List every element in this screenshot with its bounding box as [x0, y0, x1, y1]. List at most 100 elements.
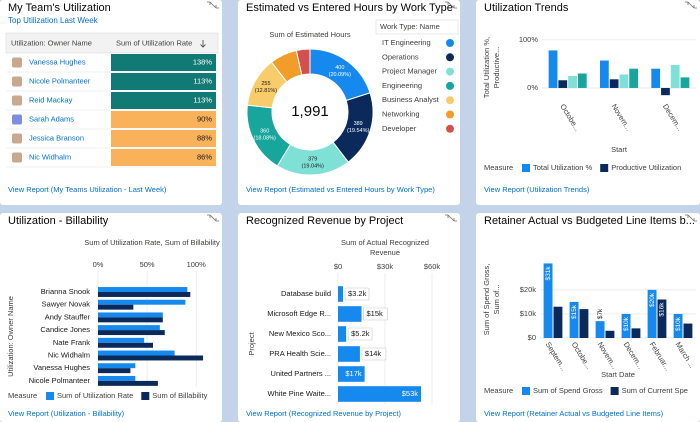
- value-label-box: [347, 327, 373, 341]
- bar: [98, 380, 158, 386]
- value-label: $14k: [365, 349, 382, 358]
- x-axis-title: Sum of Actual Recognized Revenue: [341, 238, 429, 257]
- legend-dot: [446, 124, 454, 133]
- avatar: [12, 152, 22, 163]
- column-header: Sum of Utilization Rate: [116, 38, 192, 47]
- panel: My Team's Utilization Top Utilization Las…: [0, 0, 222, 205]
- bar: [605, 330, 615, 338]
- slice-percent: (19.04%): [302, 163, 324, 169]
- bar: [619, 74, 629, 88]
- legend-dot: [446, 96, 454, 105]
- panel-title: Retainer Actual vs Budgeted Line Items b…: [484, 215, 695, 227]
- legend-label: Total Utilization %: [533, 163, 593, 172]
- view-report-link[interactable]: View Report (Estimated vs Entered Hours …: [246, 185, 435, 194]
- bar: [98, 355, 204, 361]
- utilization-label: 90%: [197, 114, 212, 123]
- value-label: $15k: [571, 304, 578, 319]
- x-tick-label: 0%: [93, 260, 104, 269]
- y-axis-title-box: Sum of Spend Gross, Sum of...: [482, 264, 501, 336]
- legend-label: Productive Utilization: [611, 163, 681, 172]
- bar: [670, 64, 680, 88]
- table-header: [5, 32, 219, 54]
- y-tick-label: Sawyer Novak: [42, 300, 91, 309]
- value-label: $3.2k: [348, 289, 367, 298]
- legend-dot: [446, 39, 454, 47]
- legend-dot: [446, 67, 454, 76]
- view-report-link[interactable]: View Report (Utilization - Billability): [8, 409, 125, 418]
- expand-icon[interactable]: [685, 1, 697, 9]
- utilization-cell: [111, 111, 216, 128]
- bar: [338, 306, 362, 322]
- panel: Utilization - Billability Sum of Utilizat…: [0, 213, 222, 422]
- bar: [558, 80, 568, 88]
- sort-arrow: [200, 40, 206, 48]
- value-label: $20k: [649, 292, 656, 307]
- y-tick-label: $0: [528, 333, 536, 342]
- expand-icon[interactable]: [207, 1, 219, 9]
- avatar: [12, 114, 22, 125]
- utilization-cell: [111, 54, 216, 71]
- bar: [647, 289, 657, 338]
- bar: [98, 368, 131, 374]
- value-label: $10k: [623, 316, 630, 331]
- utilization-cell: [111, 149, 216, 166]
- view-report-link[interactable]: View Report (Recognized Revenue by Proje…: [246, 409, 401, 418]
- view-report-link[interactable]: View Report (My Teams Utilization - Last…: [8, 185, 167, 194]
- expand-icon[interactable]: [445, 1, 457, 9]
- legend-label: IT Engineering: [382, 38, 431, 47]
- slice-percent: (18.08%): [254, 135, 276, 141]
- avatar: [12, 76, 22, 87]
- legend-title: Measure: [8, 391, 37, 400]
- bar: [98, 375, 136, 381]
- bar: [629, 68, 639, 88]
- expand-icon[interactable]: [685, 214, 697, 222]
- y-tick-label: Nic Widhalm: [48, 350, 90, 359]
- value-label: $15k: [367, 309, 384, 318]
- y-axis-title-box: Total Utilization %, Productive...: [482, 36, 501, 99]
- bar: [543, 263, 553, 338]
- owner-name: Sarah Adams: [29, 114, 74, 123]
- legend-label: Sum of Billability: [152, 391, 207, 400]
- y-tick-label: $20k: [520, 285, 537, 294]
- y-tick-label: Vanessa Hughes: [33, 363, 90, 372]
- legend-title: Measure: [484, 386, 513, 395]
- expand-icon[interactable]: [445, 214, 457, 222]
- subtitle: Sum of Estimated Hours: [269, 30, 351, 39]
- slice-value: 389: [354, 121, 363, 127]
- y-tick-label: Candice Jones: [40, 325, 90, 334]
- bar: [98, 312, 163, 318]
- bar: [568, 75, 577, 88]
- view-report-link[interactable]: View Report (Retainer Actual vs Budgeted…: [484, 409, 664, 418]
- legend-label: Sum of Utilization Rate: [57, 391, 133, 400]
- avatar: [12, 95, 22, 106]
- legend-swatch: [610, 387, 619, 395]
- bar: [631, 328, 641, 338]
- x-axis-title-box: Sum of Actual Recognized Revenue: [341, 238, 429, 257]
- y-tick-label: $10k: [520, 309, 537, 318]
- bar: [98, 337, 145, 343]
- bar: [98, 330, 165, 336]
- view-report-link[interactable]: View Report (Utilization Trends): [484, 185, 590, 194]
- y-tick-label: Nate Frank: [53, 338, 90, 347]
- y-axis-title-box: Utilization: Owner Name: [6, 296, 15, 377]
- bar: [98, 292, 191, 297]
- owner-name: Jessica Branson: [29, 133, 84, 142]
- legend-label: Project Manager: [382, 67, 438, 76]
- legend-label: Developer: [382, 124, 417, 133]
- y-axis-title: Total Utilization %, Productive...: [482, 36, 501, 99]
- legend-dot: [446, 81, 454, 90]
- x-axis-title-box: Sum of Utilization Rate, Sum of Billabil…: [84, 238, 220, 247]
- legend-swatch: [141, 392, 150, 400]
- x-axis-title: Sum of Utilization Rate, Sum of Billabil…: [84, 238, 220, 247]
- value-label: $10k: [675, 316, 682, 331]
- bar: [661, 87, 670, 96]
- y-axis-title: Project: [247, 332, 256, 356]
- expand-icon[interactable]: [207, 214, 219, 222]
- bar: [651, 68, 661, 88]
- panel: Recognized Revenue by Project Sum of Actu…: [238, 213, 460, 422]
- value-label: $16k: [659, 302, 666, 317]
- utilization-cell: [111, 73, 216, 90]
- y-tick-label: New Mexico Sco...: [269, 329, 331, 338]
